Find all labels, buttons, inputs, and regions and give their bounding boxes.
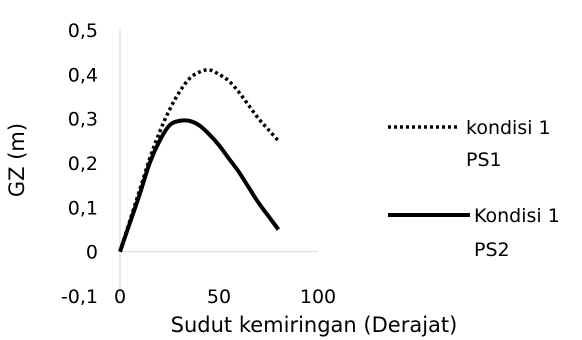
x-tick-labels: 0 50 100 — [114, 286, 336, 308]
y-tick-label: 0,2 — [68, 153, 98, 175]
x-tick-label: 0 — [114, 286, 126, 308]
y-tick-label: 0,3 — [68, 109, 98, 131]
series-layer — [120, 70, 278, 252]
legend-item-ps2: Kondisi 1 PS2 — [388, 205, 560, 261]
legend: kondisi 1 PS1 Kondisi 1 PS2 — [388, 117, 560, 261]
y-axis-title: GZ (m) — [5, 123, 29, 197]
legend-label-ps1-line2: PS1 — [466, 149, 502, 171]
y-tick-label: -0,1 — [61, 286, 98, 308]
x-axis-title: Sudut kemiringan (Derajat) — [171, 313, 458, 337]
y-tick-label: 0,4 — [68, 64, 98, 86]
y-tick-label: 0 — [86, 242, 98, 264]
y-tick-label: 0,1 — [68, 197, 98, 219]
x-tick-label: 100 — [300, 286, 336, 308]
legend-label-ps1-line1: kondisi 1 — [466, 117, 551, 139]
y-tick-label: 0,5 — [68, 20, 98, 42]
x-tick-label: 50 — [207, 286, 231, 308]
series-line-ps1 — [120, 70, 278, 252]
series-line-ps2 — [120, 120, 278, 251]
legend-label-ps2-line1: Kondisi 1 — [474, 205, 560, 227]
legend-item-ps1: kondisi 1 PS1 — [388, 117, 551, 171]
legend-label-ps2-line2: PS2 — [474, 239, 510, 261]
y-tick-labels: -0,1 0 0,1 0,2 0,3 0,4 0,5 — [61, 20, 98, 308]
